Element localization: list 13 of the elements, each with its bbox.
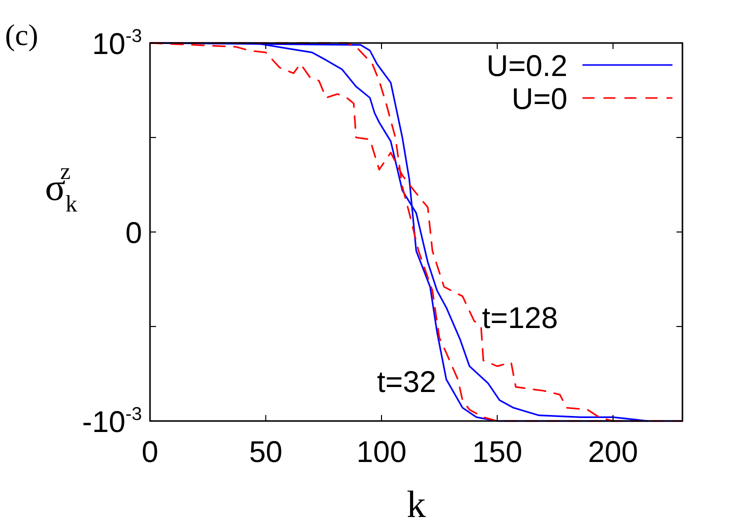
annotation: t=128 (482, 302, 558, 335)
legend-label: U=0 (512, 83, 568, 116)
y-tick-label: 0 (125, 217, 142, 250)
legend-label: U=0.2 (486, 50, 568, 83)
x-axis-title: k (406, 484, 426, 525)
x-tick-label: 150 (472, 436, 522, 469)
x-tick-label: 100 (356, 436, 407, 469)
text: (c) (5, 19, 38, 52)
x-tick-label: 50 (249, 436, 282, 469)
y-tick-label: 10$^{-3}$ (92, 25, 142, 61)
annotation: t=32 (377, 366, 436, 399)
x-tick-label: 200 (588, 436, 638, 469)
y-tick-label: -10$^{-3}$ (82, 403, 142, 439)
